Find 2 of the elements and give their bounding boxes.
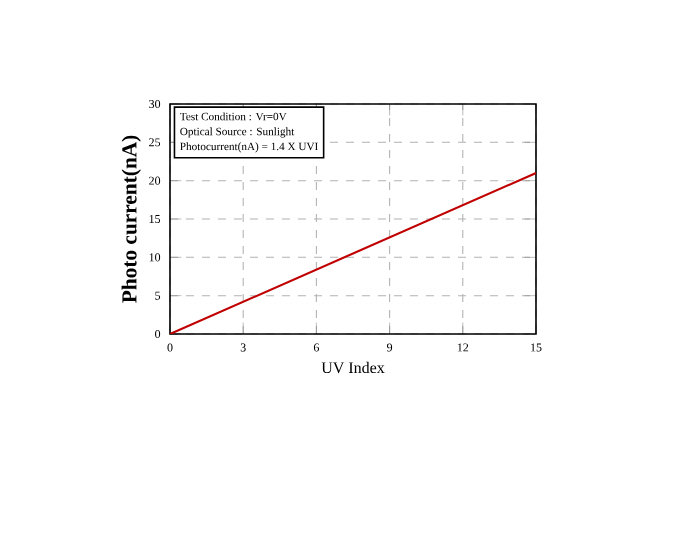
x-axis-title: UV Index xyxy=(321,361,385,374)
y-axis-title: Photo current(nA) xyxy=(121,135,141,303)
